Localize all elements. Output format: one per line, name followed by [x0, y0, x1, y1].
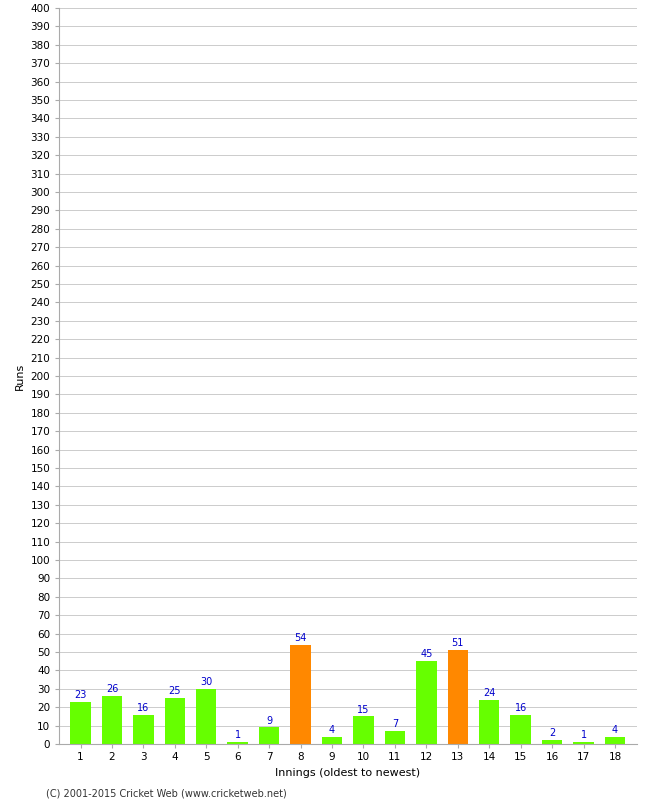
Text: 51: 51 — [452, 638, 464, 648]
Bar — [164, 698, 185, 744]
Bar — [479, 700, 499, 744]
Text: 7: 7 — [392, 719, 398, 730]
Bar — [573, 742, 593, 744]
Bar — [416, 661, 437, 744]
Y-axis label: Runs: Runs — [15, 362, 25, 390]
Text: 16: 16 — [515, 702, 527, 713]
Text: 1: 1 — [580, 730, 586, 740]
Text: 54: 54 — [294, 633, 307, 642]
X-axis label: Innings (oldest to newest): Innings (oldest to newest) — [275, 768, 421, 778]
Bar — [542, 740, 562, 744]
Text: 9: 9 — [266, 715, 272, 726]
Bar — [322, 737, 343, 744]
Text: 45: 45 — [420, 650, 432, 659]
Bar — [385, 731, 405, 744]
Bar — [259, 727, 280, 744]
Text: 23: 23 — [74, 690, 86, 700]
Bar — [102, 696, 122, 744]
Bar — [196, 689, 216, 744]
Bar — [291, 645, 311, 744]
Text: (C) 2001-2015 Cricket Web (www.cricketweb.net): (C) 2001-2015 Cricket Web (www.cricketwe… — [46, 788, 286, 798]
Text: 4: 4 — [329, 725, 335, 734]
Text: 24: 24 — [483, 688, 495, 698]
Text: 4: 4 — [612, 725, 618, 734]
Text: 25: 25 — [168, 686, 181, 696]
Bar — [70, 702, 91, 744]
Bar — [353, 717, 374, 744]
Bar — [133, 714, 153, 744]
Text: 2: 2 — [549, 729, 555, 738]
Bar — [604, 737, 625, 744]
Text: 26: 26 — [106, 684, 118, 694]
Bar — [510, 714, 531, 744]
Text: 1: 1 — [235, 730, 240, 740]
Bar — [448, 650, 468, 744]
Bar — [227, 742, 248, 744]
Text: 15: 15 — [358, 705, 370, 714]
Text: 16: 16 — [137, 702, 150, 713]
Text: 30: 30 — [200, 677, 213, 687]
